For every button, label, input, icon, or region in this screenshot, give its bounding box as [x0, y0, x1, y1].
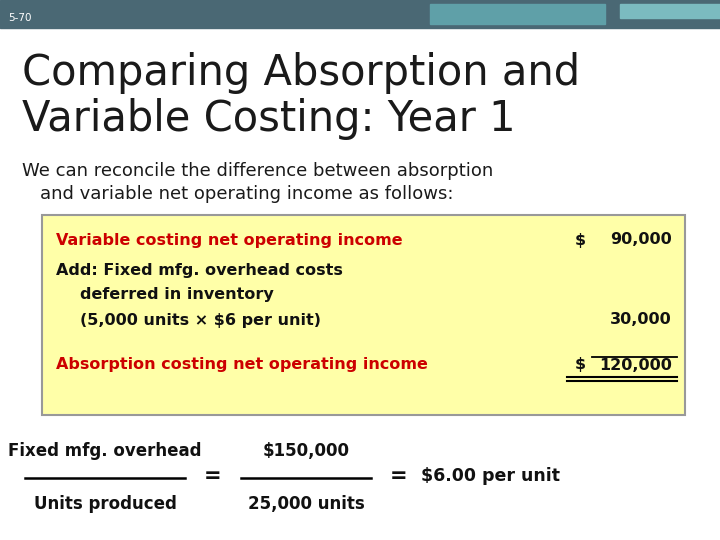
Bar	[430, 4, 605, 24]
FancyBboxPatch shape	[42, 215, 685, 415]
Text: Add: Fixed mfg. overhead costs: Add: Fixed mfg. overhead costs	[56, 262, 343, 278]
Text: Variable costing net operating income: Variable costing net operating income	[56, 233, 402, 247]
Text: and variable net operating income as follows:: and variable net operating income as fol…	[40, 185, 454, 203]
Text: 25,000 units: 25,000 units	[248, 495, 364, 513]
Bar	[620, 4, 720, 18]
Text: Variable Costing: Year 1: Variable Costing: Year 1	[22, 98, 516, 140]
Text: Absorption costing net operating income: Absorption costing net operating income	[56, 357, 428, 373]
Text: 30,000: 30,000	[611, 313, 672, 327]
Text: $6.00 per unit: $6.00 per unit	[421, 467, 560, 485]
Text: Units produced: Units produced	[34, 495, 176, 513]
Text: Fixed mfg. overhead: Fixed mfg. overhead	[8, 442, 202, 460]
Text: 90,000: 90,000	[611, 233, 672, 247]
Text: We can reconcile the difference between absorption: We can reconcile the difference between …	[22, 162, 493, 180]
Text: =: =	[204, 466, 222, 486]
Text: $150,000: $150,000	[263, 442, 349, 460]
Text: =: =	[390, 466, 408, 486]
Text: Comparing Absorption and: Comparing Absorption and	[22, 52, 580, 94]
Text: $: $	[575, 233, 586, 247]
Bar	[0, 0, 720, 28]
Text: 120,000: 120,000	[599, 357, 672, 373]
Text: (5,000 units × $6 per unit): (5,000 units × $6 per unit)	[80, 313, 321, 327]
Text: $: $	[575, 357, 586, 373]
Text: 5-70: 5-70	[8, 13, 32, 23]
Text: deferred in inventory: deferred in inventory	[80, 287, 274, 302]
